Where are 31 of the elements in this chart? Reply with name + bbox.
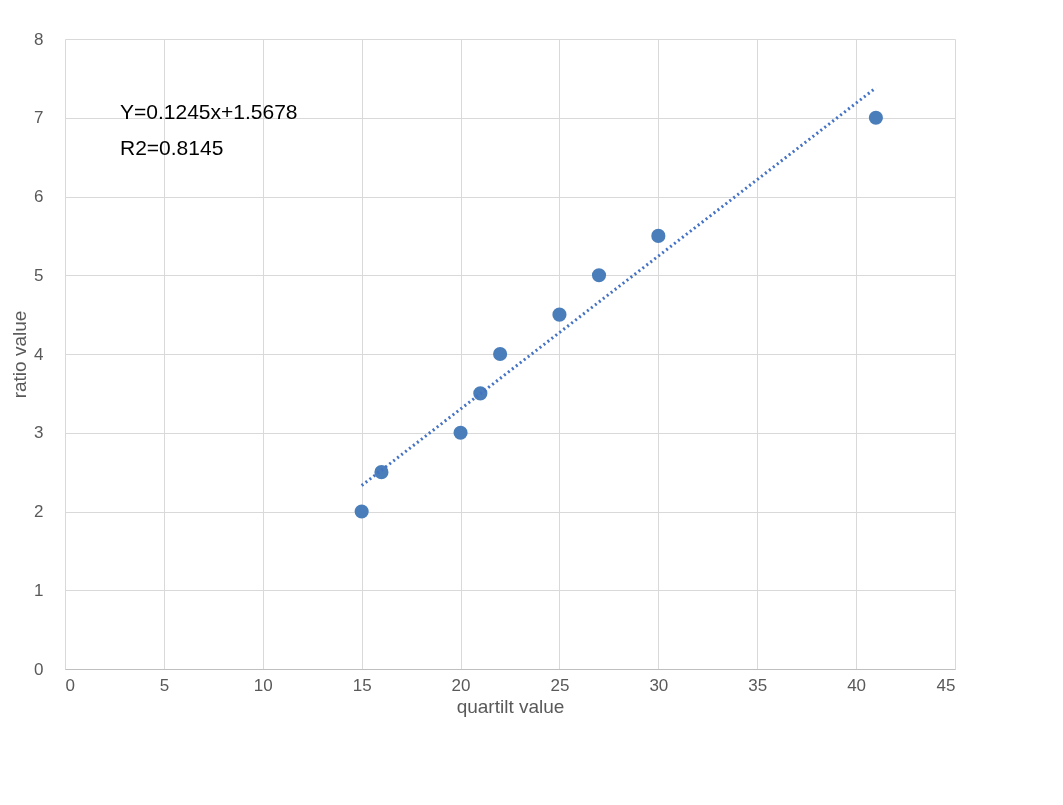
x-tick-label: 45 xyxy=(936,675,956,695)
x-tick-label: 0 xyxy=(65,675,75,695)
y-tick-label: 5 xyxy=(34,265,44,285)
y-tick-label: 2 xyxy=(34,502,44,521)
annotation: Y=0.1245x+1.5678 xyxy=(120,100,298,123)
y-tick-label: 8 xyxy=(34,29,44,49)
point xyxy=(374,465,389,480)
y-tick-label: 1 xyxy=(34,580,44,600)
y-tick-label: 7 xyxy=(34,108,44,128)
annotation: R2=0.8145 xyxy=(120,136,224,159)
y-axis-title: ratio value xyxy=(9,310,31,399)
point xyxy=(552,307,567,322)
point xyxy=(651,228,666,243)
point xyxy=(493,346,508,362)
y-tick-label: 6 xyxy=(34,187,44,206)
x-tick-label: 15 xyxy=(352,675,372,695)
x-tick-label: 25 xyxy=(550,675,570,695)
y-tick-label: 4 xyxy=(34,344,44,364)
x-tick-label: 5 xyxy=(159,675,170,695)
point xyxy=(591,268,607,283)
x-tick-label: 40 xyxy=(847,675,867,695)
x-tick-label: 20 xyxy=(451,675,471,695)
x-tick-label: 35 xyxy=(748,675,768,695)
y-tick-label: 3 xyxy=(34,423,44,443)
x-tick-label: 10 xyxy=(253,675,273,695)
x-tick-label: 30 xyxy=(649,675,669,695)
y-tick-label: 0 xyxy=(34,659,44,679)
point xyxy=(453,425,468,440)
point xyxy=(868,110,883,125)
point xyxy=(354,504,369,519)
x-axis-title: quartilt value xyxy=(456,695,565,717)
